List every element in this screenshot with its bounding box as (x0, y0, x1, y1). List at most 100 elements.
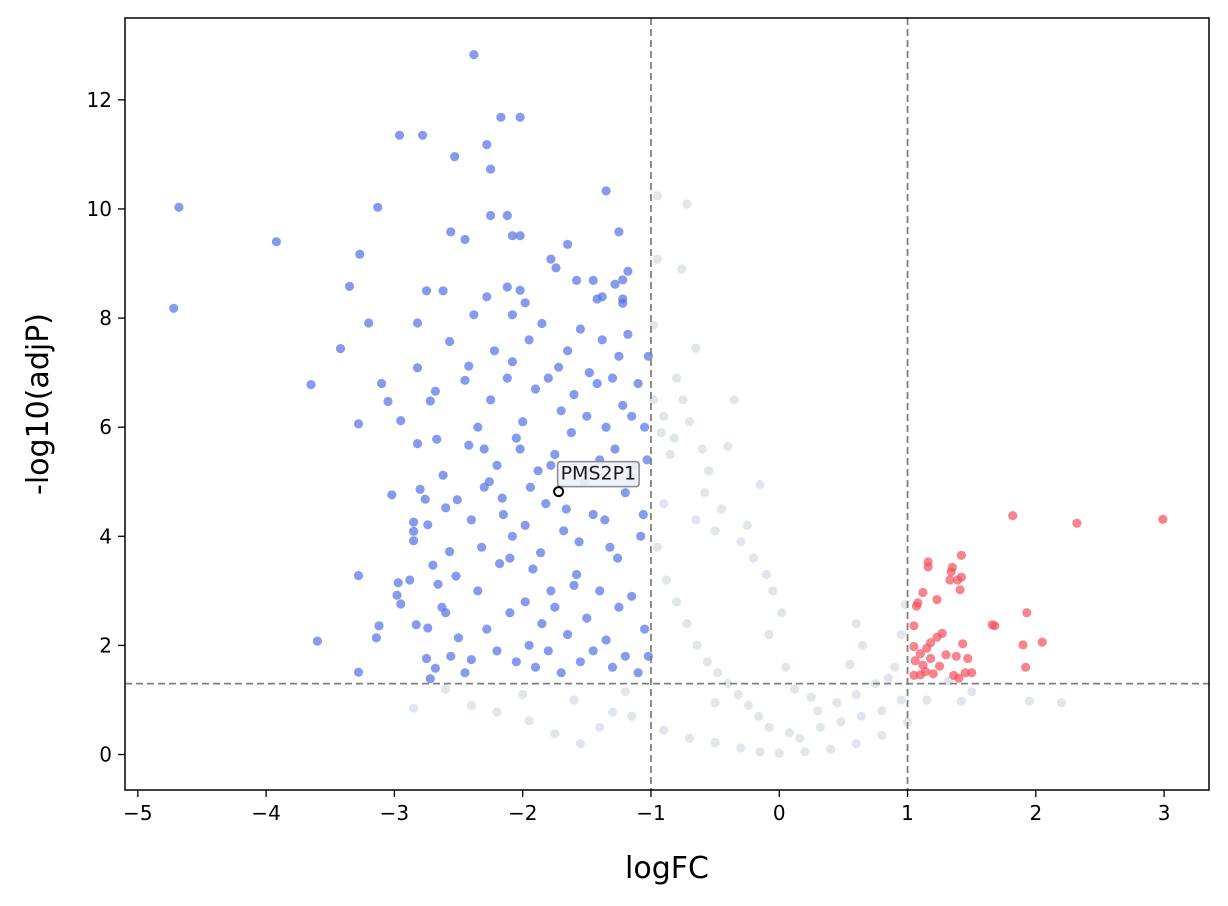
point-up-22 (945, 575, 955, 585)
point-ns-86 (716, 504, 727, 514)
point-ns-58 (774, 748, 784, 759)
point-down-169 (633, 668, 643, 678)
point-down-149 (505, 608, 515, 618)
point-down-138 (627, 411, 637, 421)
point-down-52 (601, 186, 611, 196)
point-up-28 (954, 673, 964, 683)
point-ns-65 (661, 575, 672, 585)
point-ns-21 (761, 569, 772, 580)
point-down-134 (614, 351, 624, 361)
point-down-82 (409, 526, 419, 537)
point-down-133 (610, 444, 620, 454)
y-tick-label-1: 2 (99, 633, 112, 657)
point-down-97 (489, 346, 500, 356)
point-down-35 (496, 112, 506, 122)
point-down-142 (640, 422, 650, 432)
y-axis-label: -log10(adjP) (21, 313, 56, 495)
point-down-120 (569, 389, 579, 400)
point-up-30 (956, 572, 967, 582)
point-down-7 (353, 419, 364, 429)
point-up-41 (1022, 608, 1032, 618)
point-up-39 (1018, 640, 1028, 650)
point-down-30 (446, 227, 456, 237)
point-ns-87 (742, 520, 752, 531)
point-down-77 (464, 361, 474, 371)
point-down-41 (469, 310, 479, 320)
point-ns-27 (806, 692, 816, 702)
point-down-147 (492, 646, 502, 656)
point-ns-42 (1024, 696, 1034, 706)
point-ns-44 (409, 703, 419, 713)
x-tick-label-5: 0 (773, 801, 786, 825)
point-up-14 (926, 638, 936, 648)
point-ns-17 (691, 515, 701, 525)
point-ns-62 (877, 730, 887, 741)
point-down-9 (355, 249, 365, 259)
point-up-2 (909, 641, 919, 652)
point-down-114 (550, 449, 560, 460)
point-ns-76 (784, 728, 795, 738)
point-down-34 (486, 164, 496, 174)
point-ns-11 (697, 444, 707, 454)
point-down-180 (546, 460, 556, 470)
point-down-39 (507, 231, 517, 241)
point-down-23 (396, 599, 406, 609)
point-down-78 (464, 440, 474, 450)
point-down-28 (438, 286, 448, 296)
point-down-79 (452, 495, 462, 505)
point-ns-51 (607, 707, 618, 717)
point-down-75 (445, 336, 455, 347)
point-down-94 (479, 444, 489, 454)
point-down-168 (627, 591, 637, 601)
point-down-164 (601, 635, 611, 645)
point-down-167 (620, 651, 630, 661)
point-ns-64 (652, 542, 663, 552)
point-ns-19 (736, 537, 746, 547)
point-ns-75 (764, 722, 774, 732)
point-ns-23 (777, 608, 787, 618)
point-ns-88 (441, 684, 451, 694)
point-ns-40 (956, 696, 967, 706)
point-down-10 (353, 667, 364, 677)
point-down-102 (507, 357, 517, 367)
point-ns-67 (682, 619, 692, 629)
point-up-44 (1158, 514, 1168, 525)
point-down-43 (502, 282, 512, 292)
point-down-143 (642, 455, 652, 465)
point-down-47 (546, 254, 556, 264)
point-ns-16 (659, 499, 669, 509)
point-down-106 (524, 335, 534, 345)
point-ns-12 (704, 466, 714, 476)
point-ns-68 (692, 640, 702, 651)
point-ns-5 (691, 343, 701, 353)
point-down-155 (543, 646, 553, 656)
point-down-156 (550, 602, 560, 612)
point-down-22 (392, 590, 402, 600)
point-down-178 (525, 482, 536, 492)
point-down-71 (425, 396, 435, 406)
point-ns-36 (883, 673, 893, 683)
point-down-132 (607, 373, 618, 383)
point-down-19 (418, 130, 428, 140)
point-down-88 (441, 608, 451, 618)
point-ns-34 (851, 619, 861, 629)
point-down-74 (415, 484, 425, 494)
point-down-172 (466, 515, 476, 525)
point-ns-15 (755, 479, 765, 490)
point-up-24 (947, 562, 958, 573)
point-down-15 (387, 490, 397, 500)
point-down-125 (584, 368, 595, 378)
point-down-163 (595, 586, 605, 596)
point-down-148 (495, 559, 505, 569)
point-down-0 (169, 303, 179, 313)
point-ns-13 (723, 441, 733, 451)
point-ns-8 (684, 417, 695, 427)
x-tick-label-1: −4 (251, 801, 280, 825)
point-down-18 (394, 130, 405, 140)
point-down-70 (432, 434, 442, 444)
x-tick-label-0: −5 (123, 801, 152, 825)
point-down-14 (383, 396, 393, 407)
point-ns-32 (896, 629, 906, 640)
point-down-87 (433, 579, 443, 589)
